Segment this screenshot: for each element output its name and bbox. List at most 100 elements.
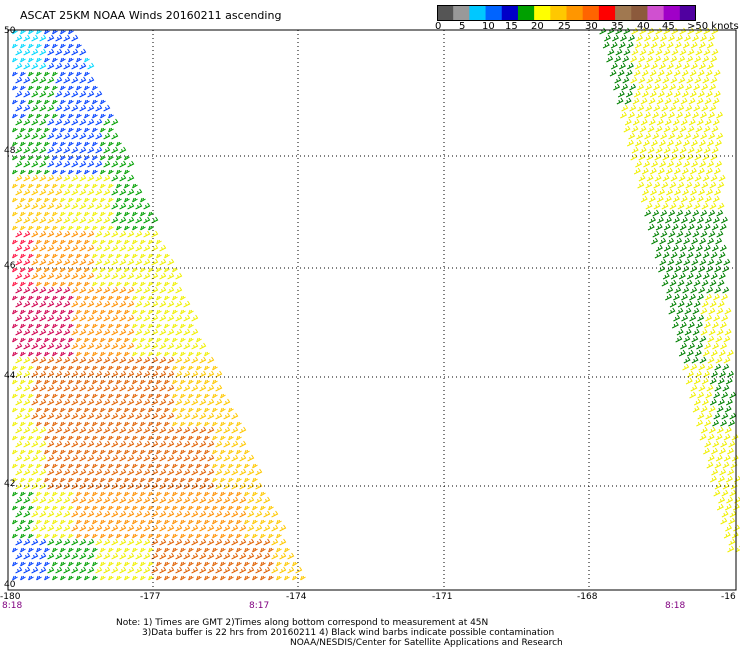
wind-barb [666,286,674,294]
wind-barb [691,160,699,168]
wind-barb [151,566,159,574]
scale-swatch [647,5,665,21]
wind-barb [119,370,127,378]
wind-barb [36,533,42,539]
wind-barb [207,426,215,434]
scale-tick: 25 [558,21,571,32]
wind-barb [690,188,698,196]
wind-barb [76,519,82,525]
wind-barb [108,155,114,161]
wind-barb [148,463,154,469]
wind-barb [28,533,34,539]
wind-barb [76,351,82,357]
wind-barb [231,426,239,434]
wind-barb [39,146,47,154]
wind-barb [28,113,34,119]
wind-barb [63,300,71,308]
wind-barb [725,524,733,532]
wind-barb [247,552,255,560]
wind-barb [100,463,106,469]
wind-barb [124,463,130,469]
wind-barb [196,491,202,497]
wind-barb [239,454,247,462]
wind-barb [23,286,31,294]
wind-barb [39,90,47,98]
wind-barb [108,127,114,133]
wind-barb [228,575,234,581]
wind-barb [700,111,708,119]
wind-barb [711,468,719,476]
wind-barb [132,351,138,357]
wind-barb [20,449,26,455]
wind-barb [625,90,633,98]
wind-barb [92,85,98,91]
wind-barb [704,97,712,105]
wind-barb [164,295,170,301]
wind-barb [239,496,247,504]
wind-barb [244,463,250,469]
wind-barb [239,426,247,434]
wind-barb [680,118,688,126]
wind-barb [76,505,82,511]
wind-barb [28,421,34,427]
wind-barb [92,225,98,231]
wind-barb [143,538,151,546]
wind-barb [660,209,668,217]
wind-barb [127,398,135,406]
wind-barb [52,505,58,511]
wind-barb [671,27,679,35]
wind-barb [44,281,50,287]
wind-barb [20,561,26,567]
wind-barb [132,547,138,553]
wind-barb [76,225,82,231]
wind-barb [79,370,87,378]
wind-barb [12,71,18,77]
wind-barb [239,440,247,448]
wind-barb [36,99,42,105]
wind-barb [76,127,82,133]
wind-barb [135,496,143,504]
wind-barb [68,155,74,161]
wind-barb [103,230,111,238]
wind-barb [702,153,710,161]
wind-barb [71,272,79,280]
wind-barb [103,286,111,294]
wind-barb [679,244,687,252]
wind-barb [148,281,154,287]
wind-barb [630,76,638,84]
wind-barb [23,76,31,84]
wind-barb [55,188,63,196]
wind-barb [223,454,231,462]
wind-barb [39,104,47,112]
wind-barb [678,55,686,63]
wind-barb [670,76,678,84]
wind-barb [63,566,71,574]
wind-barb [679,223,687,231]
wind-barb [700,34,708,42]
wind-barb [698,384,706,392]
wind-barb [727,447,735,455]
wind-barb [127,216,135,224]
wind-barb [31,510,39,518]
wind-barb [692,34,700,42]
wind-barb [124,169,130,175]
wind-barb [127,468,135,476]
wind-barb [36,127,42,133]
wind-barb [664,195,672,203]
wind-barb [668,34,676,42]
wind-barb [84,183,90,189]
wind-barb [634,139,642,147]
wind-barb [613,83,621,91]
wind-barb [721,216,728,224]
wind-barb [55,62,63,70]
wind-barb [68,449,74,455]
wind-barb [140,393,146,399]
wind-barb [706,188,714,196]
wind-barb [188,379,194,385]
wind-barb [76,463,82,469]
wind-barb [68,281,74,287]
wind-barb [626,41,634,49]
wind-barb [31,258,39,266]
wind-barb [655,223,663,231]
wind-barb [95,202,103,210]
